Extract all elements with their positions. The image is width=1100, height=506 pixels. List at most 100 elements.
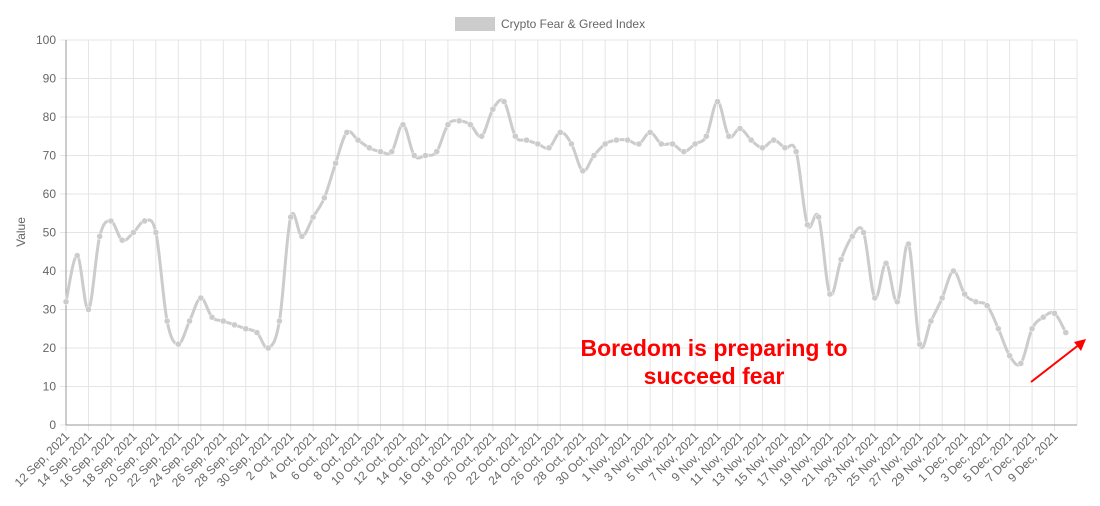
data-point[interactable] (590, 152, 598, 159)
data-point[interactable] (579, 167, 586, 175)
data-point[interactable] (927, 317, 935, 325)
data-point[interactable] (725, 133, 733, 140)
data-point[interactable] (646, 129, 654, 136)
data-point[interactable] (759, 144, 766, 152)
data-point[interactable] (815, 213, 822, 221)
legend-label[interactable]: Crypto Fear & Greed Index (501, 17, 645, 31)
y-tick-label: 10 (43, 380, 57, 394)
data-point[interactable] (455, 117, 463, 125)
data-point[interactable] (1040, 313, 1047, 321)
data-point[interactable] (781, 144, 789, 152)
data-point[interactable] (1028, 325, 1036, 332)
data-point[interactable] (152, 229, 160, 236)
data-point[interactable] (242, 325, 249, 332)
data-point[interactable] (388, 148, 396, 155)
data-point[interactable] (512, 133, 519, 140)
data-point[interactable] (601, 140, 609, 148)
data-point[interactable] (478, 133, 485, 140)
data-point[interactable] (770, 136, 777, 144)
y-tick-label: 80 (43, 110, 57, 124)
data-point[interactable] (197, 294, 205, 302)
data-point[interactable] (264, 344, 272, 352)
data-point[interactable] (332, 159, 339, 167)
data-point[interactable] (983, 302, 991, 309)
data-point[interactable] (995, 325, 1002, 332)
data-point[interactable] (523, 136, 530, 144)
data-point[interactable] (354, 136, 362, 144)
data-point[interactable] (613, 136, 620, 144)
data-point[interactable] (1017, 360, 1025, 367)
data-point[interactable] (220, 317, 227, 325)
data-point[interactable] (680, 148, 688, 155)
data-point[interactable] (703, 133, 710, 140)
data-point[interactable] (422, 152, 429, 159)
data-point[interactable] (658, 140, 665, 148)
data-point[interactable] (343, 129, 351, 136)
data-point[interactable] (736, 125, 744, 132)
data-point[interactable] (287, 213, 294, 221)
data-point[interactable] (130, 229, 137, 236)
data-point[interactable] (534, 140, 542, 148)
data-point[interactable] (321, 194, 328, 202)
data-point[interactable] (366, 144, 373, 152)
data-point[interactable] (545, 144, 553, 152)
data-point[interactable] (916, 340, 923, 348)
data-point[interactable] (444, 121, 452, 128)
data-point[interactable] (568, 140, 575, 148)
data-point[interactable] (792, 148, 800, 155)
data-point[interactable] (118, 236, 126, 244)
data-point[interactable] (399, 121, 407, 128)
data-point[interactable] (849, 233, 856, 240)
data-point[interactable] (141, 217, 148, 225)
data-point[interactable] (1006, 352, 1013, 359)
legend[interactable]: Crypto Fear & Greed Index (455, 17, 645, 31)
data-point[interactable] (175, 340, 182, 348)
data-point[interactable] (298, 233, 306, 240)
data-point[interactable] (433, 148, 440, 155)
data-point[interactable] (276, 317, 283, 325)
data-point[interactable] (747, 136, 755, 144)
data-point[interactable] (231, 321, 238, 329)
data-point[interactable] (624, 136, 631, 144)
y-tick-label: 40 (43, 264, 57, 278)
data-point[interactable] (62, 298, 70, 306)
data-point[interactable] (489, 106, 497, 113)
data-point[interactable] (208, 313, 216, 321)
data-point[interactable] (950, 267, 957, 275)
data-point[interactable] (938, 294, 946, 302)
data-point[interactable] (894, 298, 901, 306)
data-point[interactable] (186, 317, 193, 325)
data-point[interactable] (557, 129, 564, 136)
data-point[interactable] (253, 329, 261, 336)
data-point[interactable] (972, 298, 980, 306)
data-point[interactable] (905, 240, 912, 248)
data-point[interactable] (691, 140, 699, 148)
data-point[interactable] (669, 140, 676, 148)
legend-swatch[interactable] (455, 17, 495, 31)
data-point[interactable] (85, 306, 92, 313)
grid-layer (60, 39, 1078, 431)
data-point[interactable] (410, 152, 418, 159)
data-point[interactable] (961, 290, 968, 298)
data-point[interactable] (860, 229, 867, 236)
series-line (64, 98, 1068, 367)
data-point[interactable] (804, 221, 811, 229)
data-point[interactable] (377, 148, 384, 155)
data-point[interactable] (107, 217, 115, 225)
data-point[interactable] (467, 121, 474, 128)
data-point[interactable] (882, 260, 890, 267)
data-point[interactable] (714, 98, 721, 105)
data-point[interactable] (309, 213, 317, 221)
data-point[interactable] (1062, 329, 1070, 336)
data-point[interactable] (826, 290, 834, 298)
data-point[interactable] (96, 233, 103, 240)
data-point[interactable] (871, 294, 879, 302)
data-point[interactable] (500, 98, 508, 105)
data-point[interactable] (837, 256, 845, 263)
data-point[interactable] (73, 252, 81, 259)
data-point[interactable] (163, 317, 171, 325)
data-point[interactable] (635, 140, 643, 148)
y-tick-label: 0 (49, 418, 56, 432)
data-point[interactable] (1051, 310, 1058, 317)
